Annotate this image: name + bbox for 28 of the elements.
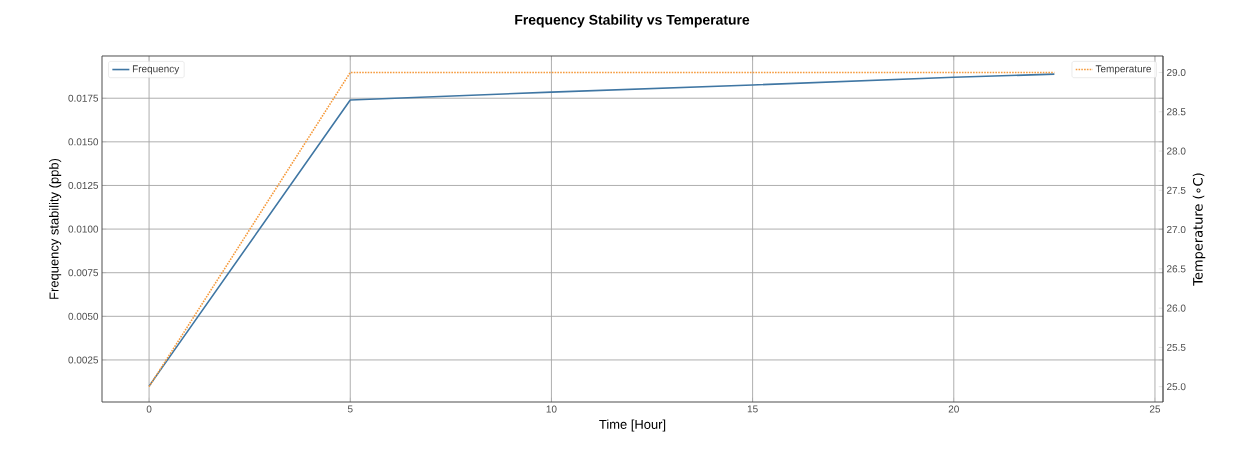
y2-tick-label: 25.0 <box>1167 383 1186 391</box>
x-tick-label: 0 <box>146 405 152 413</box>
y-tick-label: 0.0100 <box>68 225 99 233</box>
y2-tick-label: 29.0 <box>1167 68 1186 77</box>
y2-tick-label: 25.5 <box>1167 343 1186 351</box>
y2-tick-label: 26.5 <box>1167 265 1186 273</box>
y2-tick-label: 27.5 <box>1167 186 1186 194</box>
legend-label: Frequency <box>132 65 180 75</box>
y-tick-label: 0.0075 <box>68 269 99 277</box>
y2-tick-label: 27.0 <box>1167 226 1186 234</box>
y2-axis-title: Temperature (∘C) <box>1192 173 1206 286</box>
y2-tick-label: 26.0 <box>1167 304 1186 312</box>
x-tick-label: 25 <box>1149 405 1161 413</box>
x-tick-label: 10 <box>546 405 557 413</box>
y-tick-label: 0.0125 <box>68 181 99 189</box>
chart-title: Frequency Stability vs Temperature <box>515 14 750 28</box>
y2-tick-label: 28.5 <box>1167 108 1186 116</box>
y2-tick-label: 28.0 <box>1167 147 1186 155</box>
y-tick-label: 0.0150 <box>68 138 99 146</box>
x-tick-label: 5 <box>347 405 353 413</box>
y-tick-label: 0.0050 <box>68 312 99 320</box>
y-axis-title: Frequency stability (ppb) <box>49 158 62 299</box>
y-tick-label: 0.0175 <box>68 94 99 102</box>
x-tick-label: 20 <box>948 405 959 413</box>
x-tick-label: 15 <box>747 405 758 413</box>
legend-label: Temperature <box>1095 65 1152 75</box>
x-axis-title: Time [Hour] <box>599 419 666 432</box>
y-tick-label: 0.0025 <box>68 356 99 364</box>
